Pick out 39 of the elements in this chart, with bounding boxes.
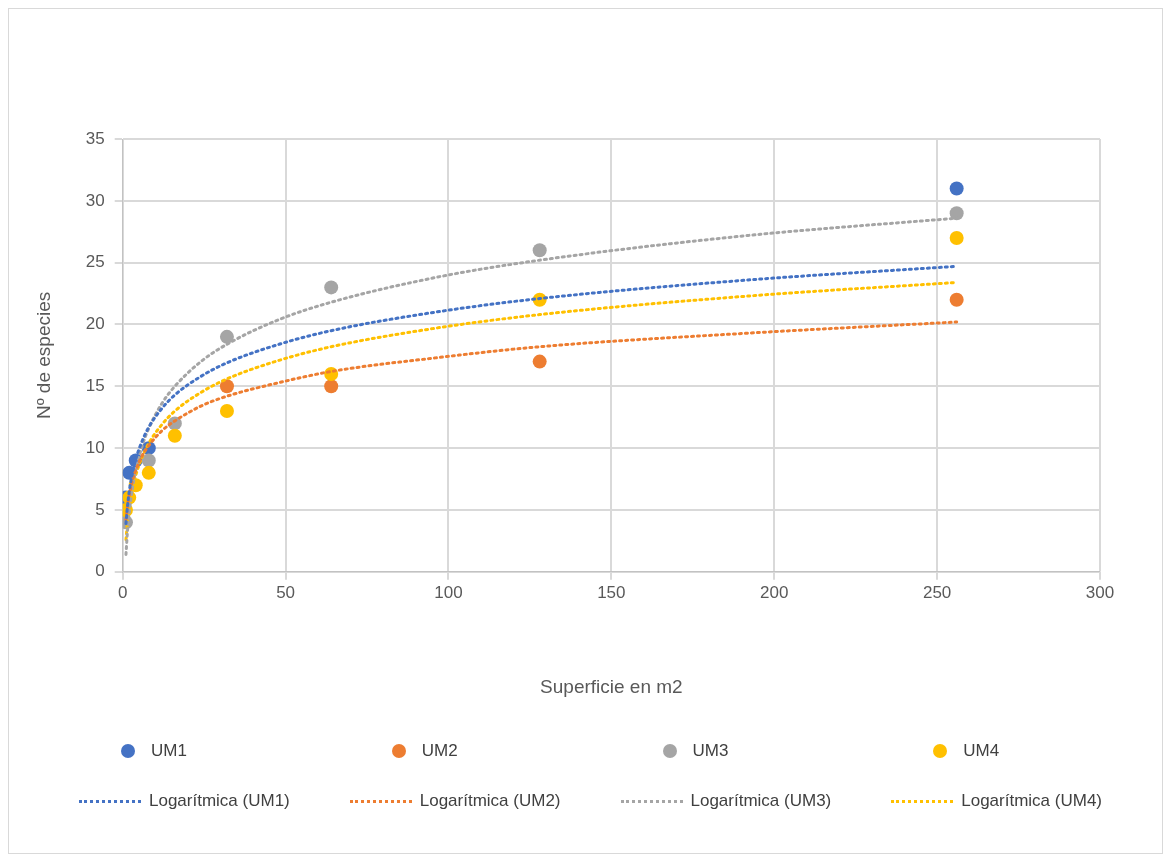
- y-tick-label: 15: [85, 376, 105, 395]
- point: [949, 292, 964, 307]
- x-tick-label: 200: [760, 582, 789, 602]
- legend-label: UM2: [421, 741, 458, 761]
- y-tick-label: 0: [95, 561, 105, 581]
- x-tick-label: 150: [597, 582, 626, 602]
- legend-label: Logarítmica (UM2): [419, 791, 561, 811]
- x-axis-title: Superficie en m2: [540, 675, 683, 697]
- point: [949, 181, 964, 196]
- point: [219, 329, 234, 344]
- y-tick-label: 5: [95, 499, 105, 519]
- legend-label: UM1: [151, 741, 187, 761]
- y-tick-label: 30: [85, 190, 105, 210]
- point: [324, 280, 339, 295]
- x-tick-label: 250: [922, 582, 952, 602]
- point: [324, 379, 339, 394]
- point: [219, 379, 234, 394]
- point: [532, 354, 547, 369]
- point: [949, 230, 964, 245]
- point: [167, 428, 182, 443]
- y-axis-title: Nº de especies: [32, 291, 54, 420]
- legend-label: Logarítmica (UM1): [149, 791, 290, 811]
- x-tick-label: 0: [117, 582, 128, 602]
- x-tick-label: 100: [434, 582, 463, 602]
- point: [532, 243, 547, 258]
- legend-label: UM3: [692, 741, 729, 761]
- y-tick-label: 10: [85, 437, 105, 457]
- y-tick-label: 25: [85, 252, 105, 272]
- point: [949, 206, 964, 221]
- point: [219, 404, 234, 419]
- legend-label: UM4: [963, 741, 1000, 761]
- y-tick-label: 20: [85, 314, 105, 334]
- x-tick-label: 50: [276, 582, 296, 602]
- x-tick-label: 300: [1085, 582, 1115, 602]
- point: [141, 465, 156, 480]
- legend-label: Logarítmica (UM4): [961, 791, 1103, 811]
- legend-label: Logarítmica (UM3): [690, 791, 832, 811]
- point: [141, 453, 156, 468]
- y-tick-label: 35: [85, 128, 105, 148]
